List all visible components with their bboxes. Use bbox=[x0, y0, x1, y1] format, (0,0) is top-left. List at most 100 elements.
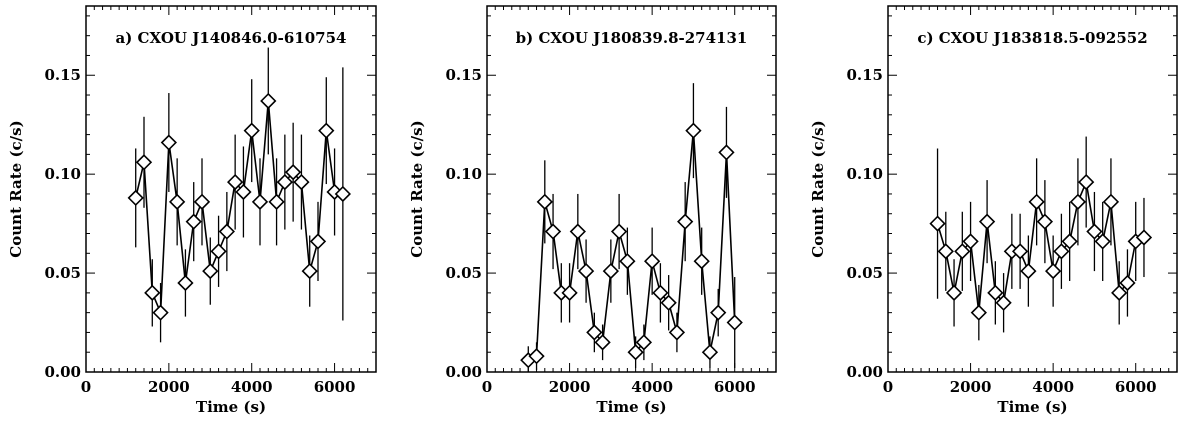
data-point-diamond bbox=[561, 284, 578, 301]
data-point-diamond bbox=[152, 304, 169, 321]
data-point-diamond bbox=[945, 284, 963, 301]
y-axis-label: Count Rate (c/s) bbox=[7, 120, 25, 257]
data-point-diamond bbox=[1011, 243, 1029, 260]
data-point-diamond bbox=[334, 185, 351, 203]
data-point-diamond bbox=[135, 154, 153, 171]
y-axis-label: Count Rate (c/s) bbox=[809, 120, 827, 257]
x-tick-label: 4000 bbox=[631, 378, 673, 396]
data-point-diamond bbox=[202, 262, 219, 280]
data-point-diamond bbox=[276, 173, 293, 191]
x-tick-label: 6000 bbox=[1115, 378, 1157, 396]
data-point-diamond bbox=[937, 243, 954, 260]
data-point-diamond bbox=[995, 294, 1012, 311]
y-axis-label: Count Rate (c/s) bbox=[408, 120, 426, 257]
data-point-diamond bbox=[1102, 193, 1120, 210]
data-point-diamond bbox=[577, 262, 595, 280]
data-point-diamond bbox=[685, 122, 702, 139]
data-point-diamond bbox=[193, 193, 211, 210]
data-point-diamond bbox=[1078, 173, 1095, 191]
x-axis-label: Time (s) bbox=[596, 398, 666, 416]
y-tick-label: 0.05 bbox=[445, 264, 482, 282]
data-point-diamond bbox=[701, 344, 719, 361]
data-point-diamond bbox=[970, 304, 987, 321]
panel-title: a) CXOU J140846.0-610754 bbox=[116, 29, 347, 47]
series-line bbox=[527, 130, 736, 361]
y-tick-label: 0.15 bbox=[44, 66, 81, 84]
data-point-diamond bbox=[693, 253, 710, 270]
data-point-diamond bbox=[569, 223, 586, 240]
y-tick-label: 0.10 bbox=[445, 165, 482, 183]
panel-title: b) CXOU J180839.8-274131 bbox=[516, 29, 748, 47]
data-point-diamond bbox=[243, 122, 260, 139]
data-point-diamond bbox=[1020, 262, 1037, 280]
y-tick-label: 0.10 bbox=[846, 165, 883, 183]
data-point-diamond bbox=[177, 274, 194, 292]
data-point-diamond bbox=[610, 223, 628, 240]
data-point-diamond bbox=[536, 193, 553, 210]
data-point-diamond bbox=[602, 262, 619, 280]
panel-title: c) CXOU J183818.5-092552 bbox=[917, 29, 1147, 47]
panel-3: 0 2000 4000 6000 0.00 0.05 0.10 0.15 Time (s) Cou… bbox=[809, 5, 1178, 416]
data-point-diamond bbox=[210, 243, 227, 260]
data-point-diamond bbox=[285, 164, 302, 181]
data-point-diamond bbox=[1094, 233, 1111, 250]
x-tick-label: 4000 bbox=[231, 378, 273, 396]
data-point-diamond bbox=[726, 314, 743, 331]
x-tick-label: 0 bbox=[81, 378, 91, 396]
y-tick-label: 0.00 bbox=[445, 363, 482, 381]
plot-frame bbox=[887, 5, 1178, 373]
data-point-diamond bbox=[1086, 223, 1103, 240]
x-axis-label: Time (s) bbox=[196, 398, 266, 416]
x-tick-label: 6000 bbox=[314, 378, 356, 396]
x-tick-label: 6000 bbox=[714, 378, 756, 396]
data-point-diamond bbox=[644, 253, 661, 270]
data-point-diamond bbox=[127, 189, 144, 207]
data-point-diamond bbox=[251, 193, 269, 210]
data-point-diamond bbox=[268, 193, 285, 210]
data-point-diamond bbox=[677, 213, 694, 230]
data-point-diamond bbox=[978, 213, 996, 230]
data-point-diamond bbox=[660, 294, 677, 311]
data-point-diamond bbox=[1135, 229, 1153, 246]
data-point-diamond bbox=[586, 324, 603, 341]
data-point-diamond bbox=[619, 253, 636, 270]
data-point-diamond bbox=[627, 344, 644, 361]
plot-frame bbox=[85, 5, 377, 373]
x-tick-label: 2000 bbox=[950, 378, 992, 396]
data-point-diamond bbox=[1045, 262, 1062, 280]
data-point-diamond bbox=[1036, 213, 1054, 230]
y-tick-label: 0.10 bbox=[44, 165, 81, 183]
y-tick-label: 0.05 bbox=[846, 264, 883, 282]
data-point-diamond bbox=[144, 284, 161, 301]
data-point-diamond bbox=[710, 304, 727, 321]
data-point-diamond bbox=[1119, 274, 1136, 292]
data-point-diamond bbox=[1111, 284, 1128, 301]
data-point-diamond bbox=[635, 334, 653, 351]
data-point-diamond bbox=[954, 243, 971, 260]
y-tick-label: 0.00 bbox=[44, 363, 81, 381]
y-tick-label: 0.15 bbox=[445, 66, 482, 84]
data-point-diamond bbox=[160, 134, 177, 151]
x-tick-label: 2000 bbox=[148, 378, 190, 396]
data-point-diamond bbox=[929, 215, 946, 232]
y-tick-label: 0.15 bbox=[846, 66, 883, 84]
data-point-diamond bbox=[227, 173, 244, 191]
data-point-diamond bbox=[594, 334, 611, 351]
data-point-diamond bbox=[218, 223, 235, 240]
data-point-diamond bbox=[1069, 193, 1087, 210]
data-point-diamond bbox=[1028, 193, 1045, 210]
data-point-diamond bbox=[235, 183, 252, 201]
data-point-diamond bbox=[185, 213, 202, 230]
data-point-diamond bbox=[1053, 243, 1070, 260]
panel-2: 0 2000 4000 6000 0.00 0.05 0.10 0.15 Time (s) Cou… bbox=[408, 5, 777, 416]
data-point-diamond bbox=[987, 284, 1004, 301]
data-point-diamond bbox=[260, 92, 277, 110]
data-point-diamond bbox=[169, 193, 186, 210]
data-point-diamond bbox=[718, 144, 735, 161]
x-tick-label: 0 bbox=[883, 378, 893, 396]
data-point-diamond bbox=[318, 122, 335, 139]
series-line bbox=[134, 100, 344, 313]
data-point-diamond bbox=[528, 348, 545, 365]
data-point-diamond bbox=[652, 284, 669, 301]
